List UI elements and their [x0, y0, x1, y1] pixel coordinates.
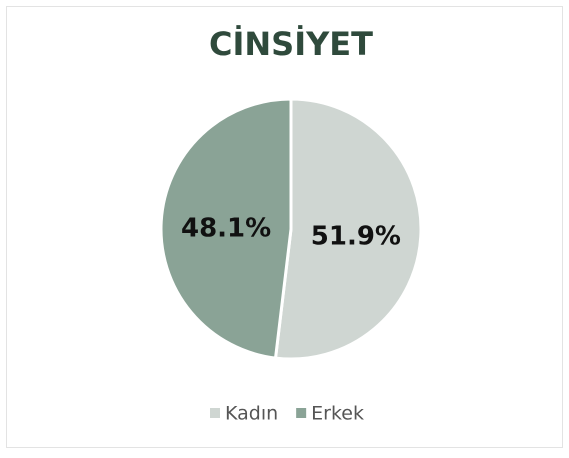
chart-title: CİNSİYET: [209, 25, 373, 63]
data-label: 51.9%: [311, 221, 401, 251]
legend-label: Erkek: [311, 403, 364, 425]
legend-label: Kadın: [225, 403, 278, 425]
legend-swatch: [296, 408, 307, 418]
pie-slice: [273, 97, 423, 361]
legend-swatch: [210, 408, 220, 418]
data-label: 48.1%: [181, 214, 271, 244]
pie-slice: [159, 97, 293, 360]
